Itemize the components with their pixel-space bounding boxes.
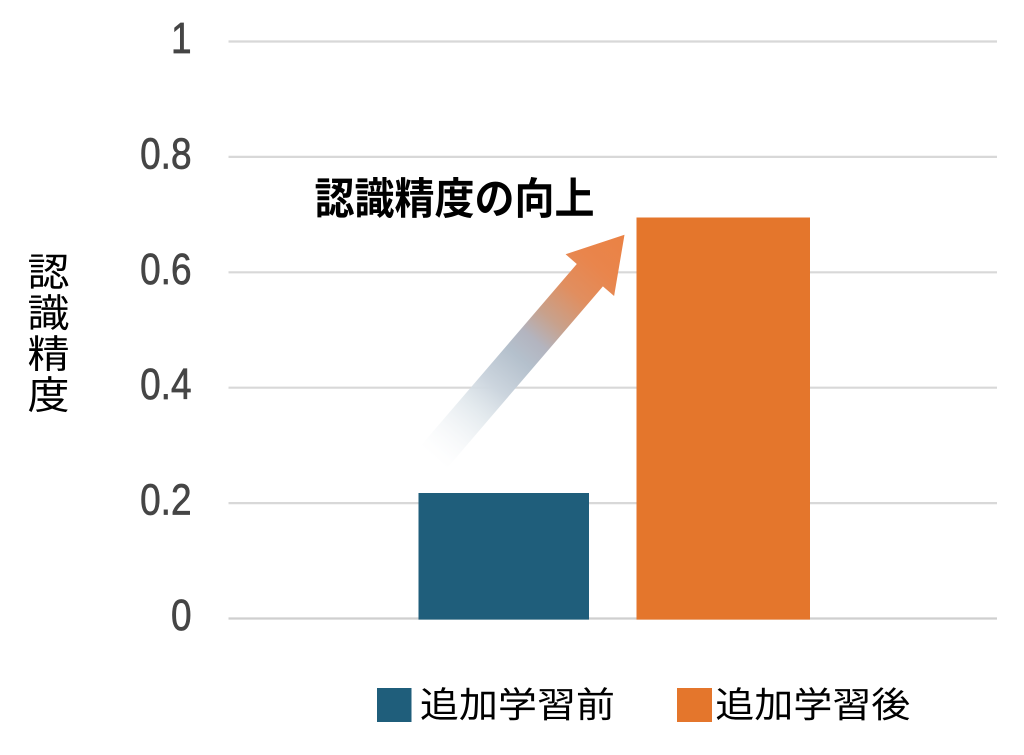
svg-text:0.6: 0.6 [140,244,191,294]
svg-text:0.4: 0.4 [140,359,191,409]
svg-text:1: 1 [171,13,192,63]
svg-text:0.8: 0.8 [140,128,191,178]
svg-text:0: 0 [171,590,192,640]
svg-text:0.2: 0.2 [140,475,191,525]
